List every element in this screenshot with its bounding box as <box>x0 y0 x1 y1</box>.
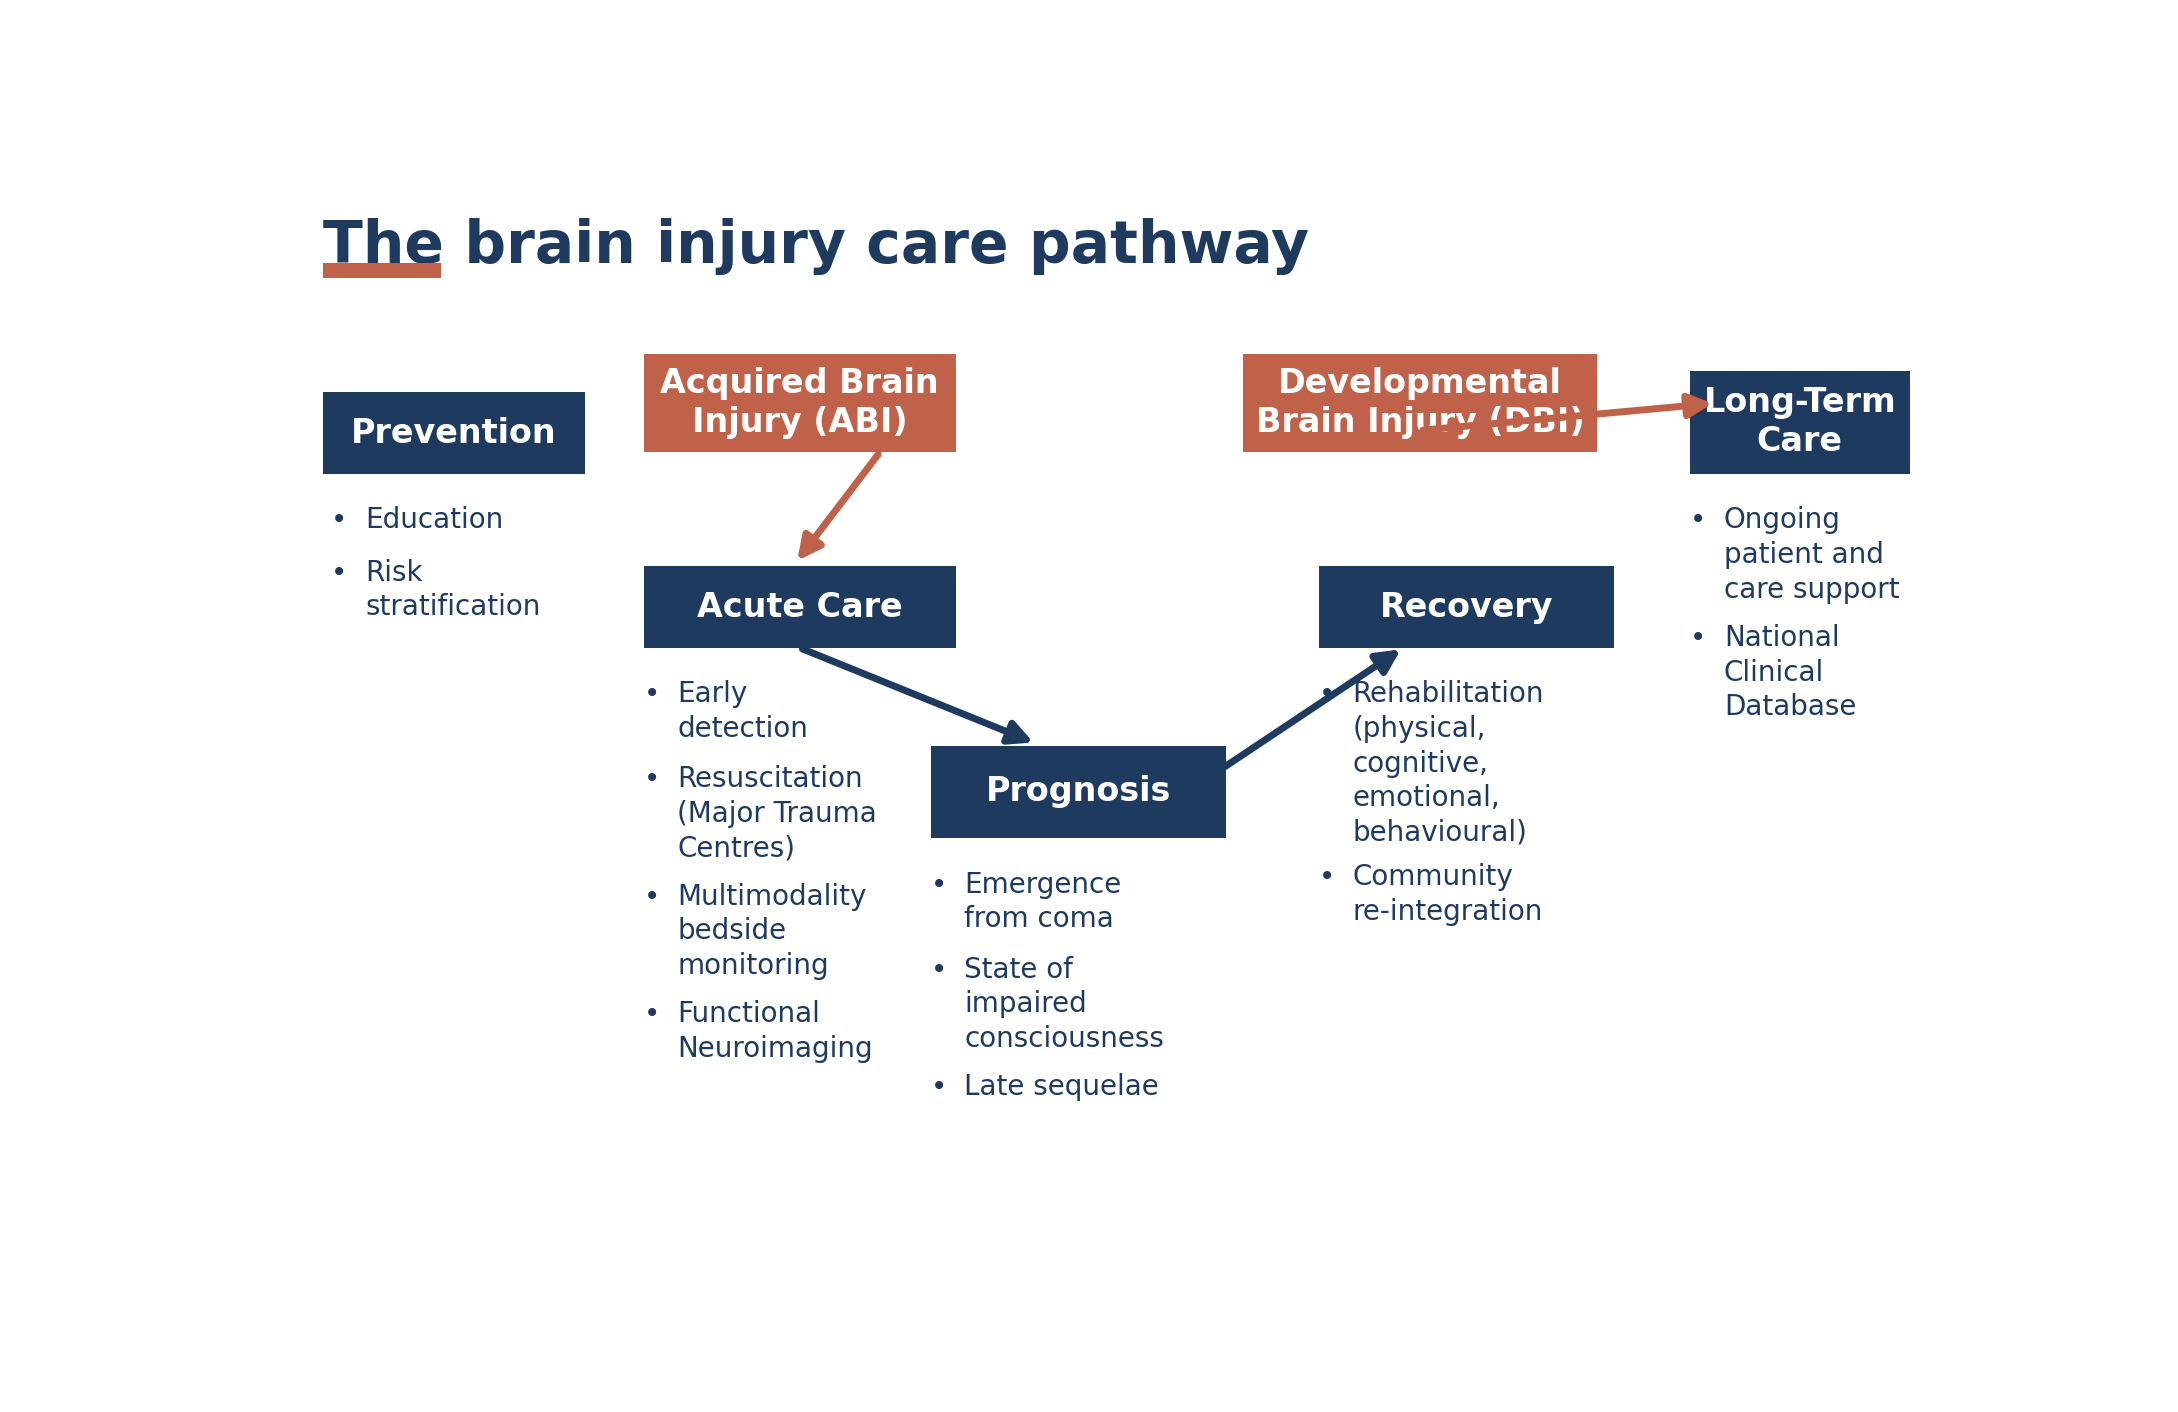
Text: •: • <box>645 1000 660 1028</box>
Text: •: • <box>645 765 660 794</box>
Text: Acquired Brain
Injury (ABI): Acquired Brain Injury (ABI) <box>660 367 939 439</box>
Text: •: • <box>645 681 660 709</box>
Text: State of
impaired
consciousness: State of impaired consciousness <box>965 956 1165 1053</box>
FancyBboxPatch shape <box>930 746 1226 839</box>
Text: Prognosis: Prognosis <box>987 775 1172 809</box>
Text: •: • <box>930 871 947 898</box>
Text: Multimodality
bedside
monitoring: Multimodality bedside monitoring <box>677 882 867 980</box>
Bar <box>322 263 440 278</box>
Text: Developmental
Brain Injury (DBI): Developmental Brain Injury (DBI) <box>1257 367 1583 439</box>
FancyBboxPatch shape <box>322 393 584 474</box>
Text: Rehabilitation
(physical,
cognitive,
emotional,
behavioural): Rehabilitation (physical, cognitive, emo… <box>1353 681 1544 847</box>
FancyBboxPatch shape <box>645 354 956 452</box>
Text: Recovery: Recovery <box>1379 590 1553 624</box>
Text: •: • <box>645 882 660 911</box>
Text: Early
detection: Early detection <box>677 681 808 743</box>
Text: •: • <box>331 559 348 586</box>
Text: Education: Education <box>366 507 503 535</box>
Text: Acute Care: Acute Care <box>697 590 902 624</box>
Text: Emergence
from coma: Emergence from coma <box>965 871 1122 933</box>
Text: •: • <box>930 956 947 984</box>
Text: Late sequelae: Late sequelae <box>965 1073 1159 1101</box>
Text: •: • <box>331 507 348 535</box>
Text: Ongoing
patient and
care support: Ongoing patient and care support <box>1725 507 1899 604</box>
FancyBboxPatch shape <box>1320 566 1614 648</box>
Text: •: • <box>1320 681 1335 709</box>
Text: National
Clinical
Database: National Clinical Database <box>1725 624 1856 722</box>
Text: Functional
Neuroimaging: Functional Neuroimaging <box>677 1000 873 1063</box>
FancyBboxPatch shape <box>645 566 956 648</box>
Text: Risk
stratification: Risk stratification <box>366 559 540 621</box>
FancyBboxPatch shape <box>1690 370 1910 474</box>
Text: Long-Term
Care: Long-Term Care <box>1703 385 1897 459</box>
FancyBboxPatch shape <box>1244 354 1596 452</box>
Text: •: • <box>1690 507 1705 535</box>
Text: The brain injury care pathway: The brain injury care pathway <box>322 219 1309 275</box>
Text: Community
re-integration: Community re-integration <box>1353 863 1542 926</box>
Text: Resuscitation
(Major Trauma
Centres): Resuscitation (Major Trauma Centres) <box>677 765 878 863</box>
Text: •: • <box>1320 863 1335 891</box>
Text: •: • <box>1690 624 1705 652</box>
Text: •: • <box>930 1073 947 1101</box>
Text: Prevention: Prevention <box>351 417 558 449</box>
